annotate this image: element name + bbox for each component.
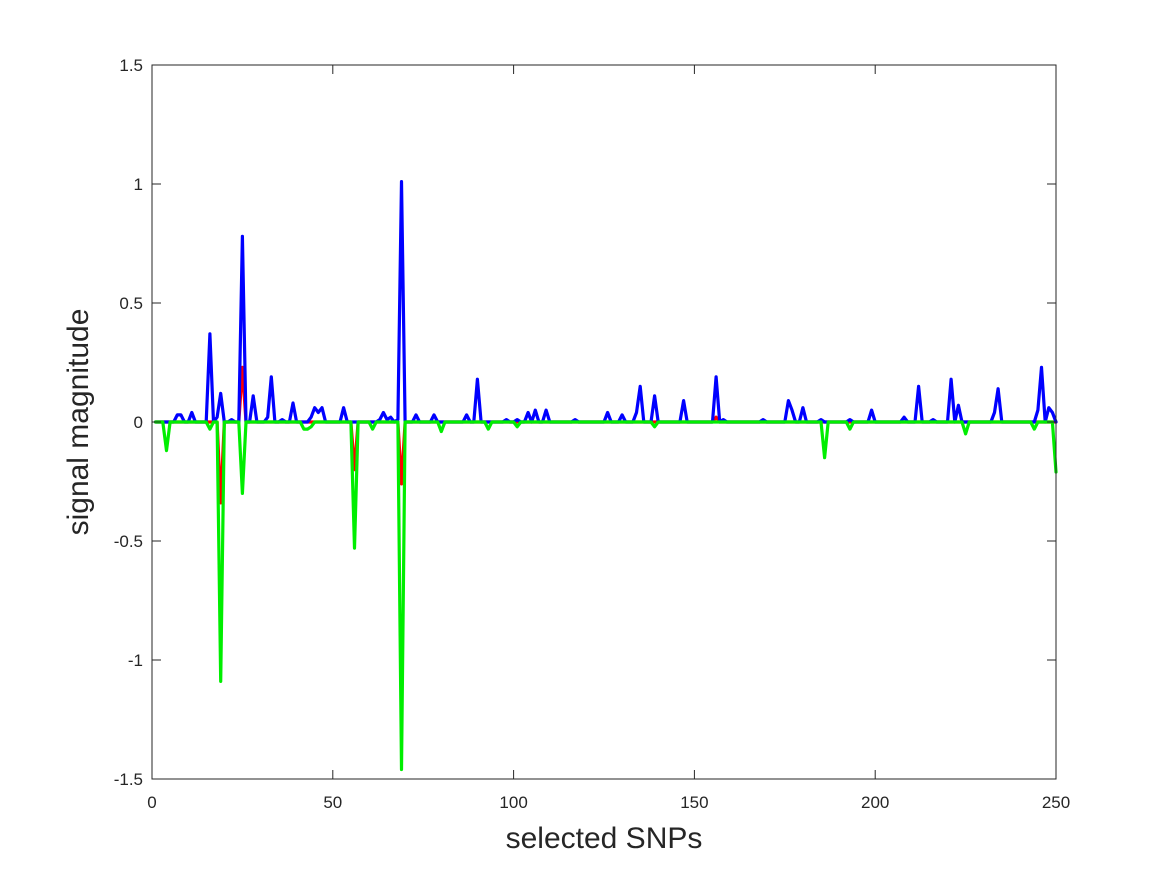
x-tick-label: 50: [323, 793, 342, 812]
y-tick-label: 0.5: [119, 294, 143, 313]
y-axis-label: signal magnitude: [62, 309, 95, 536]
y-tick-label: 1: [134, 175, 143, 194]
y-tick-label: 1.5: [119, 56, 143, 75]
ticks-layer: 0 50 100 150 200 250 -1.5 -1 -0.5 0 0.5 1 1.5: [114, 56, 1070, 812]
series-layer: [154, 180, 1058, 772]
x-axis-label: selected SNPs: [506, 822, 703, 855]
x-tick-label: 150: [680, 793, 708, 812]
x-tick-label: 200: [861, 793, 889, 812]
y-tick-label: -1.5: [114, 770, 143, 789]
y-tick-label: -0.5: [114, 532, 143, 551]
y-tick-label: -1: [128, 651, 143, 670]
series-line-3: [154, 420, 1058, 772]
x-tick-label: 0: [147, 793, 156, 812]
y-tick-label: 0: [134, 413, 143, 432]
x-tick-label: 100: [499, 793, 527, 812]
x-tick-label: 250: [1042, 793, 1070, 812]
